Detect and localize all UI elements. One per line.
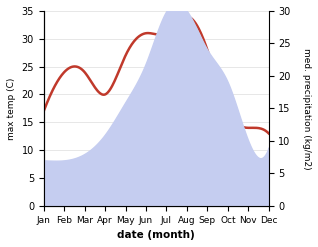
X-axis label: date (month): date (month) bbox=[117, 230, 195, 240]
Y-axis label: med. precipitation (kg/m2): med. precipitation (kg/m2) bbox=[302, 48, 311, 169]
Y-axis label: max temp (C): max temp (C) bbox=[7, 77, 16, 140]
